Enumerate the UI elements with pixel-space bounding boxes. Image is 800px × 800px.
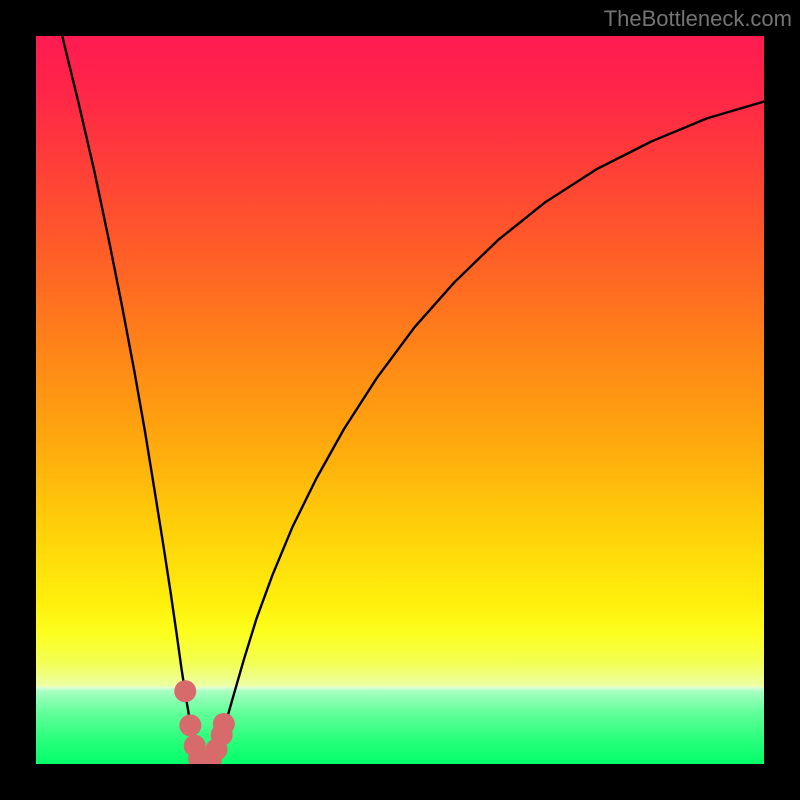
plot-svg [36,36,764,764]
chart-frame: TheBottleneck.com [0,0,800,800]
plot-area [36,36,764,764]
marker-dot [174,680,196,702]
gradient-background [36,36,764,764]
marker-dot [179,714,201,736]
watermark-text: TheBottleneck.com [604,6,792,32]
marker-dot [213,713,235,735]
